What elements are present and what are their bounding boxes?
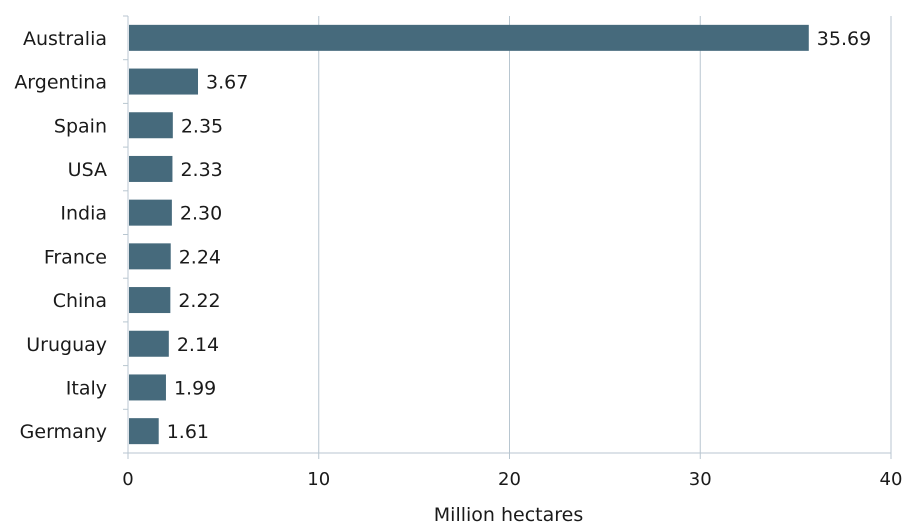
category-label-china: China bbox=[53, 290, 107, 312]
category-label-france: France bbox=[44, 246, 107, 268]
category-label-india: India bbox=[60, 203, 107, 225]
category-label-germany: Germany bbox=[20, 421, 107, 443]
category-label-uruguay: Uruguay bbox=[26, 334, 107, 356]
category-label-australia: Australia bbox=[23, 28, 107, 50]
value-label-usa: 2.33 bbox=[180, 159, 222, 181]
bar-india bbox=[129, 199, 172, 226]
bar-germany bbox=[129, 418, 159, 445]
x-tick-label-20: 20 bbox=[498, 469, 521, 490]
value-labels: 35.69 3.67 2.35 2.33 2.30 2.24 2.22 2.14 1.99 1.6… bbox=[167, 28, 871, 443]
x-tick-label-40: 40 bbox=[880, 469, 903, 490]
value-label-spain: 2.35 bbox=[181, 115, 223, 137]
category-labels: Australia Argentina Spain USA India France Chi… bbox=[14, 28, 107, 443]
value-label-china: 2.22 bbox=[178, 290, 220, 312]
bar-france bbox=[129, 243, 171, 270]
category-label-spain: Spain bbox=[54, 115, 107, 137]
x-tick-label-10: 10 bbox=[307, 469, 330, 490]
x-axis-title: Million hectares bbox=[434, 504, 583, 526]
bar-australia bbox=[129, 24, 809, 51]
bar-italy bbox=[129, 374, 166, 401]
x-tick-labels: 0 10 20 30 40 bbox=[122, 469, 902, 490]
bar-argentina bbox=[129, 68, 199, 95]
category-label-usa: USA bbox=[68, 159, 107, 181]
bar-usa bbox=[129, 155, 173, 182]
value-label-italy: 1.99 bbox=[174, 377, 216, 399]
gridlines bbox=[123, 15, 892, 459]
value-label-uruguay: 2.14 bbox=[177, 334, 219, 356]
bars bbox=[129, 24, 809, 445]
x-tick-label-30: 30 bbox=[689, 469, 712, 490]
bar-uruguay bbox=[129, 330, 169, 357]
x-tick-label-0: 0 bbox=[122, 469, 133, 490]
value-label-india: 2.30 bbox=[180, 203, 222, 225]
value-label-germany: 1.61 bbox=[167, 421, 209, 443]
category-label-italy: Italy bbox=[66, 377, 107, 399]
bar-china bbox=[129, 287, 171, 314]
value-label-argentina: 3.67 bbox=[206, 72, 248, 94]
bar-spain bbox=[129, 112, 173, 139]
value-label-australia: 35.69 bbox=[817, 28, 871, 50]
value-label-france: 2.24 bbox=[179, 246, 221, 268]
category-label-argentina: Argentina bbox=[14, 72, 107, 94]
